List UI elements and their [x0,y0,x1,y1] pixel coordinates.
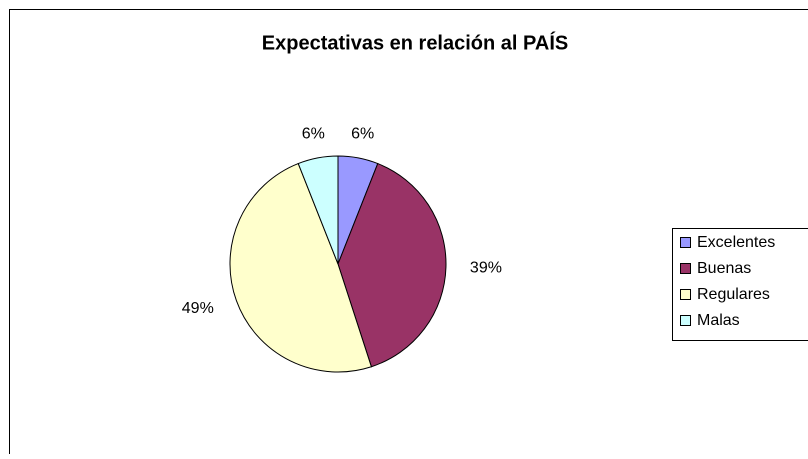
legend-label: Buenas [697,260,751,277]
legend-label: Excelentes [697,234,775,251]
data-label: 6% [302,126,325,143]
legend-swatch [681,238,691,248]
legend-swatch [681,316,691,326]
data-label: 49% [182,300,214,317]
legend-label: Regulares [697,286,770,303]
data-label: 39% [470,259,502,276]
data-label: 6% [351,126,374,143]
legend-swatch [681,290,691,300]
chart-title: Expectativas en relación al PAÍS [262,31,568,54]
legend-label: Malas [697,312,740,329]
legend-swatch [681,264,691,274]
